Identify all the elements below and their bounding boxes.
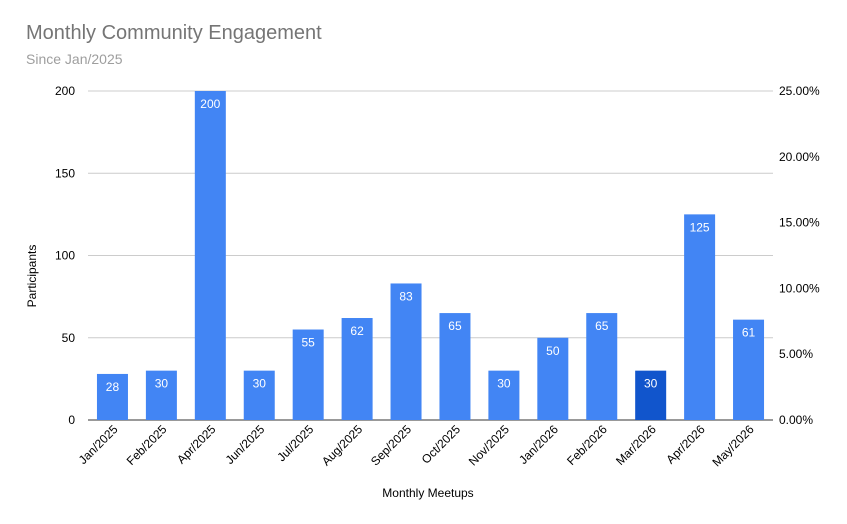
y2-axis-ticks: 0.00% 5.00% 10.00% 15.00% 20.00% 25.00% — [779, 84, 820, 427]
y-tick-label: 50 — [62, 331, 76, 345]
bar-value-label: 30 — [155, 377, 169, 391]
x-axis-label: Monthly Meetups — [382, 486, 473, 500]
x-tick-label: Mar/2026 — [613, 422, 659, 468]
bar — [96, 373, 128, 420]
y-tick-label: 0 — [68, 413, 75, 427]
y2-tick-label: 5.00% — [779, 347, 813, 361]
x-tick-label: Feb/2026 — [564, 422, 610, 468]
bar-value-label: 65 — [595, 319, 609, 333]
y2-tick-label: 25.00% — [779, 84, 820, 98]
bar-value-label: 50 — [546, 344, 560, 358]
bar — [537, 337, 569, 420]
bar — [194, 91, 226, 420]
bar-value-label: 83 — [399, 289, 413, 303]
x-tick-label: Jan/2026 — [516, 422, 561, 467]
bar-value-label: 65 — [448, 319, 462, 333]
bar — [292, 329, 324, 420]
bar — [488, 370, 520, 420]
x-tick-label: Oct/2025 — [419, 422, 464, 467]
gridlines — [88, 90, 773, 421]
chart-title: Monthly Community Engagement — [26, 22, 322, 44]
bar — [684, 214, 716, 420]
bar — [733, 319, 765, 420]
bar-value-label: 30 — [497, 377, 511, 391]
x-tick-label: Jun/2025 — [223, 422, 268, 467]
bar — [439, 313, 471, 420]
x-tick-label: Nov/2025 — [466, 422, 512, 468]
y-tick-label: 100 — [55, 249, 75, 263]
y2-tick-label: 10.00% — [779, 281, 820, 295]
x-tick-label: Apr/2026 — [663, 422, 708, 467]
bar-value-label: 30 — [253, 377, 267, 391]
bar — [341, 318, 373, 420]
y-tick-label: 200 — [55, 84, 75, 98]
bar-value-label: 61 — [742, 326, 756, 340]
bar-value-label: 28 — [106, 380, 120, 394]
bar — [145, 370, 177, 420]
x-tick-label: Sep/2025 — [368, 422, 414, 468]
y-axis-ticks: 0 50 100 150 200 — [55, 84, 75, 427]
y-tick-label: 150 — [55, 166, 75, 180]
chart-subtitle: Since Jan/2025 — [26, 51, 123, 67]
bar — [635, 370, 667, 420]
bar-value-label: 125 — [690, 220, 710, 234]
x-tick-label: Jan/2025 — [76, 422, 121, 467]
bars: 28 30 200 30 55 62 83 65 30 50 65 30 125 61 — [96, 91, 765, 420]
x-tick-label: Apr/2025 — [174, 422, 219, 467]
x-tick-label: Aug/2025 — [319, 422, 365, 468]
bar-value-label: 55 — [301, 336, 315, 350]
bar-value-label: 30 — [644, 377, 658, 391]
bar — [390, 283, 422, 420]
bar-value-label: 62 — [350, 324, 364, 338]
y2-tick-label: 20.00% — [779, 150, 820, 164]
y2-tick-label: 0.00% — [779, 413, 813, 427]
bar — [243, 370, 275, 420]
bar — [586, 313, 618, 420]
bar-value-label: 200 — [200, 97, 220, 111]
x-tick-label: Feb/2025 — [124, 422, 170, 468]
y-axis-label: Participants — [25, 245, 39, 308]
x-axis-ticks: Jan/2025 Feb/2025 Apr/2025 Jun/2025 Jul/2025… — [76, 422, 757, 469]
y2-tick-label: 15.00% — [779, 216, 820, 230]
x-tick-label: Jul/2025 — [274, 422, 316, 464]
x-tick-label: May/2026 — [709, 422, 756, 469]
